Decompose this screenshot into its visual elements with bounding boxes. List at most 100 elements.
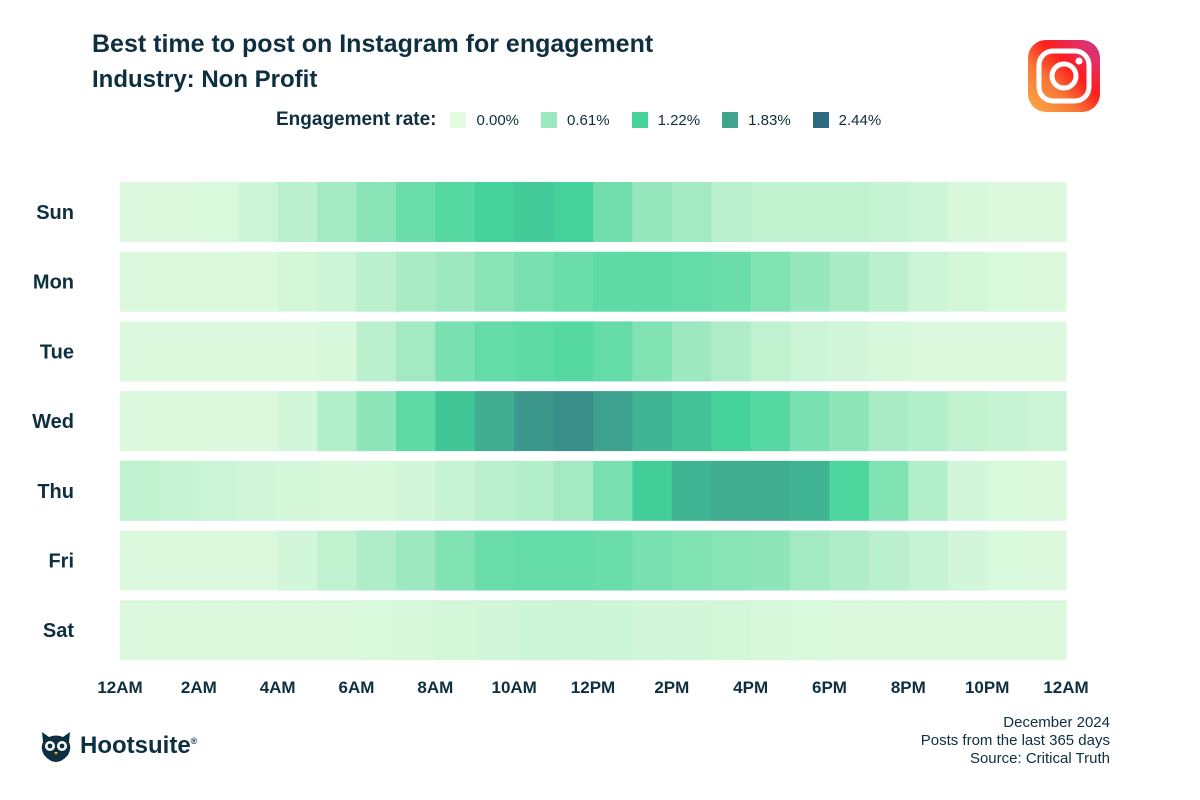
heatmap-cell [317, 600, 358, 661]
heatmap-cell [120, 321, 161, 382]
heatmap-cell [514, 251, 555, 312]
heatmap-cell [947, 321, 988, 382]
legend-swatch [450, 112, 467, 128]
heatmap-cell [750, 600, 791, 661]
heatmap-cell [198, 251, 239, 312]
heatmap-cell [553, 182, 594, 242]
heatmap-cell [435, 600, 476, 661]
x-tick-label: 10AM [491, 678, 536, 697]
heatmap-cell [908, 321, 949, 382]
heatmap-cell [238, 321, 279, 382]
heatmap-cell [317, 251, 358, 312]
heatmap-cell [829, 321, 870, 382]
heatmap-cell [829, 600, 870, 661]
heatmap-cell [750, 530, 791, 591]
heatmap-cell [987, 251, 1028, 312]
heatmap-cell [277, 460, 318, 521]
heatmap-cell [474, 600, 515, 661]
heatmap-cell [277, 321, 318, 382]
x-tick-label: 8PM [891, 678, 926, 697]
heatmap-cell [120, 530, 161, 591]
heatmap-cell [395, 251, 436, 312]
heatmap-cell [1026, 321, 1067, 382]
row-label: Mon [33, 272, 74, 294]
row-label: Fri [48, 551, 74, 573]
heatmap-cell [632, 391, 673, 452]
footer-date: December 2024 [1003, 714, 1110, 731]
hootsuite-wordmark: Hootsuite® [80, 732, 197, 760]
heatmap-cell [514, 460, 555, 521]
heatmap-cell [159, 460, 200, 521]
heatmap-cell [868, 251, 909, 312]
row-label: Wed [32, 411, 74, 433]
heatmap-cell [553, 460, 594, 521]
heatmap-cell [277, 182, 318, 242]
chart-subtitle: Industry: Non Profit [92, 66, 318, 93]
heatmap-cell [120, 391, 161, 452]
x-tick-label: 12AM [97, 678, 142, 697]
heatmap-cell [514, 391, 555, 452]
heatmap-cell [356, 530, 397, 591]
heatmap-cell [711, 460, 752, 521]
heatmap-cell [632, 600, 673, 661]
heatmap-cell [790, 321, 831, 382]
legend-items: 0.00% 0.61% 1.22% 1.83% 2.44% [450, 112, 903, 129]
heatmap-cell [829, 460, 870, 521]
x-tick-label: 2PM [654, 678, 689, 697]
x-tick-label: 12AM [1043, 678, 1088, 697]
legend-swatch [631, 112, 648, 128]
heatmap-cell [198, 460, 239, 521]
x-tick-label: 2AM [181, 678, 217, 697]
heatmap-cell [593, 460, 634, 521]
legend-item: 0.00% [450, 112, 519, 129]
heatmap-cell [356, 460, 397, 521]
heatmap-cell [1026, 391, 1067, 452]
heatmap-cell [711, 530, 752, 591]
heatmap-cell [947, 251, 988, 312]
row-label: Tue [40, 341, 74, 363]
footer-note: December 2024 Posts from the last 365 da… [921, 714, 1110, 768]
heatmap-cell [514, 182, 555, 242]
heatmap-cell [632, 251, 673, 312]
heatmap-cell [395, 600, 436, 661]
heatmap-cell [120, 182, 161, 242]
legend-label: 2.44% [838, 111, 882, 129]
heatmap-cell [159, 600, 200, 661]
heatmap-cell [159, 391, 200, 452]
heatmap-cell [632, 530, 673, 591]
heatmap-cell [868, 460, 909, 521]
heatmap-cell [1026, 460, 1067, 521]
heatmap-cell [277, 600, 318, 661]
heatmap-cell [198, 600, 239, 661]
heatmap-cell [593, 600, 634, 661]
heatmap-cell [395, 530, 436, 591]
heatmap-cell [435, 251, 476, 312]
legend-item: 2.44% [812, 111, 882, 129]
heatmap-cell [750, 321, 791, 382]
heatmap-cell [868, 321, 909, 382]
hootsuite-brand: Hootsuite® [38, 728, 197, 764]
legend-label: 0.61% [567, 111, 610, 129]
heatmap-cell [790, 460, 831, 521]
heatmap-cell [435, 321, 476, 382]
x-tick-label: 6PM [812, 678, 847, 697]
heatmap-cell [632, 321, 673, 382]
heatmap-cell [474, 321, 515, 382]
heatmap-cell [553, 321, 594, 382]
heatmap-cell [514, 600, 555, 661]
heatmap-cell [238, 251, 279, 312]
heatmap-cell [711, 391, 752, 452]
heatmap-cell [395, 460, 436, 521]
heatmap-cell [514, 530, 555, 591]
heatmap-cell [1026, 600, 1067, 661]
heatmap-cell [750, 251, 791, 312]
heatmap-cell [159, 321, 200, 382]
heatmap-cell [908, 182, 949, 242]
heatmap-cell [593, 321, 634, 382]
heatmap-cell [198, 182, 239, 242]
heatmap-cell [277, 251, 318, 312]
heatmap-cell [553, 251, 594, 312]
heatmap-cell [671, 182, 712, 242]
heatmap-cell [356, 321, 397, 382]
heatmap-cell [868, 530, 909, 591]
